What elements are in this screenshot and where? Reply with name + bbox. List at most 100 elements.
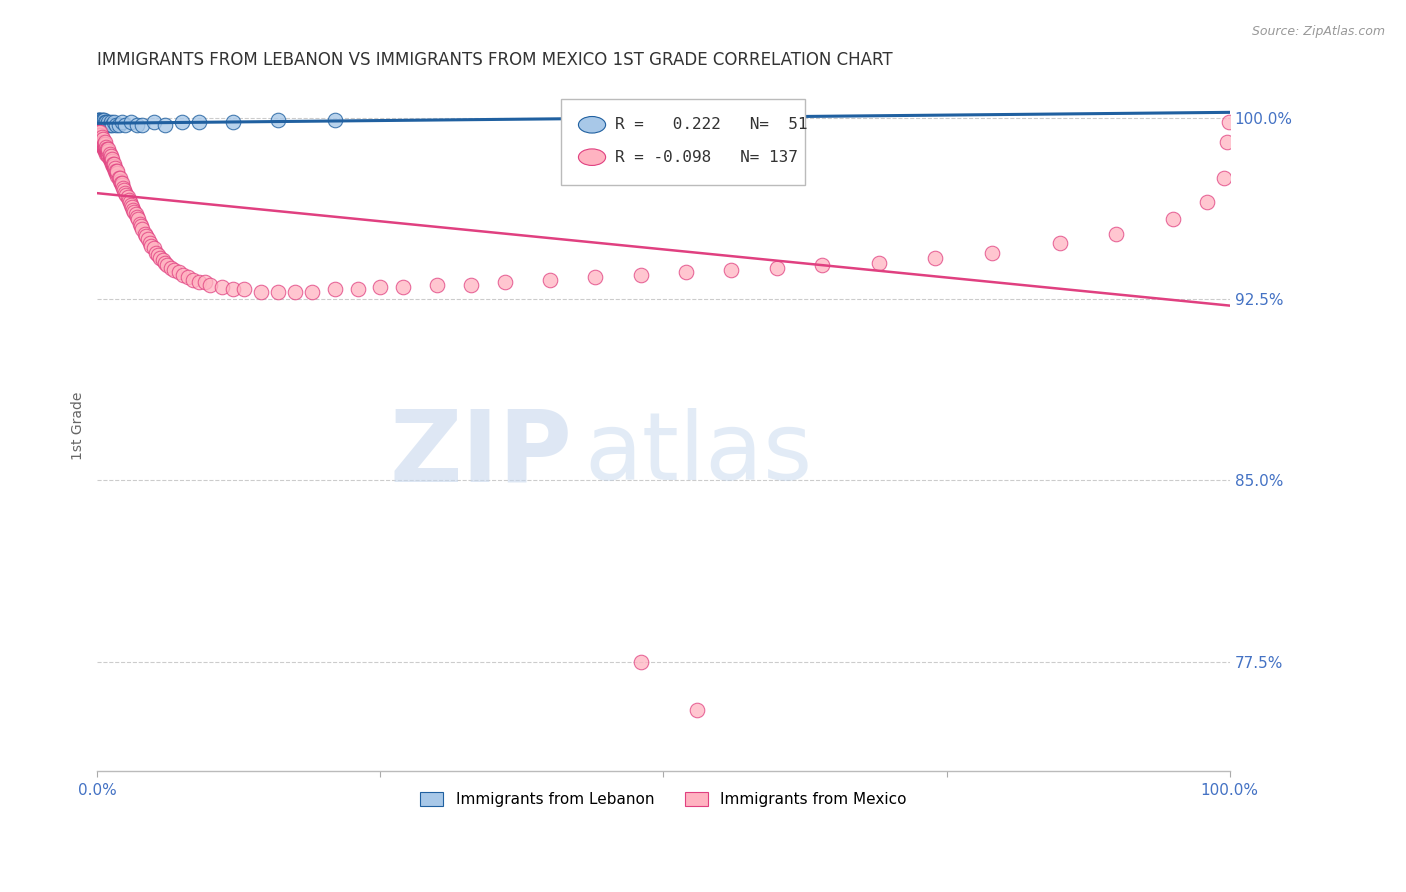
Point [120, 197, 142, 211]
Point [90, 118, 112, 132]
Point [89, 125, 111, 139]
Point [93, 142, 115, 156]
Point [97, 147, 120, 161]
Point [111, 176, 134, 190]
Point [426, 277, 449, 292]
Point [101, 156, 124, 170]
Point [124, 205, 146, 219]
Point [98, 118, 121, 132]
Circle shape [578, 149, 606, 165]
Point [163, 263, 186, 277]
Point [118, 195, 141, 210]
Point [94, 145, 117, 159]
Point [149, 251, 172, 265]
Point [94, 147, 117, 161]
Point [118, 193, 141, 207]
Point [93, 113, 115, 128]
Point [233, 282, 256, 296]
Point [630, 655, 652, 669]
Point [89, 130, 111, 145]
Point [89, 113, 111, 128]
Point [170, 115, 193, 129]
Point [100, 149, 122, 163]
Point [89, 115, 111, 129]
Point [93, 115, 115, 129]
Circle shape [578, 117, 606, 133]
Point [91, 115, 114, 129]
Point [91, 118, 114, 132]
Point [90, 115, 112, 129]
Point [91, 139, 114, 153]
Point [100, 118, 122, 132]
Point [91, 115, 114, 129]
Point [112, 183, 135, 197]
Point [89, 115, 111, 129]
Point [91, 135, 114, 149]
Point [188, 275, 211, 289]
Point [94, 115, 117, 129]
Point [121, 200, 143, 214]
Point [176, 270, 198, 285]
Point [100, 154, 122, 169]
Point [125, 210, 148, 224]
Point [87, 128, 110, 142]
Point [97, 115, 120, 129]
Point [811, 258, 834, 272]
Point [323, 113, 346, 128]
Point [125, 118, 148, 132]
Point [131, 222, 153, 236]
Point [90, 137, 112, 152]
Point [98, 149, 121, 163]
Point [103, 161, 125, 176]
Point [267, 285, 290, 299]
Point [96, 145, 118, 159]
Point [89, 115, 111, 129]
Point [765, 260, 787, 275]
Point [89, 135, 111, 149]
Text: R =   0.222   N=  51: R = 0.222 N= 51 [614, 117, 807, 132]
Point [100, 115, 122, 129]
Point [194, 275, 217, 289]
Point [686, 703, 709, 717]
Point [87, 118, 110, 132]
Point [153, 118, 176, 132]
Point [108, 171, 131, 186]
FancyBboxPatch shape [561, 99, 806, 185]
Point [222, 115, 245, 129]
Text: Source: ZipAtlas.com: Source: ZipAtlas.com [1251, 25, 1385, 38]
Point [94, 139, 117, 153]
Point [494, 275, 516, 289]
Point [181, 273, 204, 287]
Point [538, 273, 561, 287]
Point [91, 137, 114, 152]
Point [153, 256, 176, 270]
Point [94, 118, 117, 132]
Point [167, 265, 190, 279]
Point [103, 159, 125, 173]
Point [148, 248, 170, 262]
Point [284, 285, 307, 299]
Point [96, 142, 118, 156]
Point [91, 132, 114, 146]
Point [267, 113, 290, 128]
Point [127, 212, 149, 227]
Point [112, 181, 135, 195]
Point [98, 152, 121, 166]
Point [87, 115, 110, 129]
Point [89, 125, 111, 139]
Point [90, 135, 112, 149]
Point [172, 268, 194, 282]
Point [87, 118, 110, 132]
Point [89, 128, 111, 142]
Point [97, 145, 120, 159]
Point [103, 156, 125, 170]
Point [114, 186, 136, 200]
Point [90, 130, 112, 145]
Point [94, 142, 117, 156]
Point [720, 263, 742, 277]
Point [1105, 227, 1128, 241]
Point [120, 115, 142, 129]
Point [89, 132, 111, 146]
Point [100, 154, 122, 169]
Point [105, 166, 128, 180]
